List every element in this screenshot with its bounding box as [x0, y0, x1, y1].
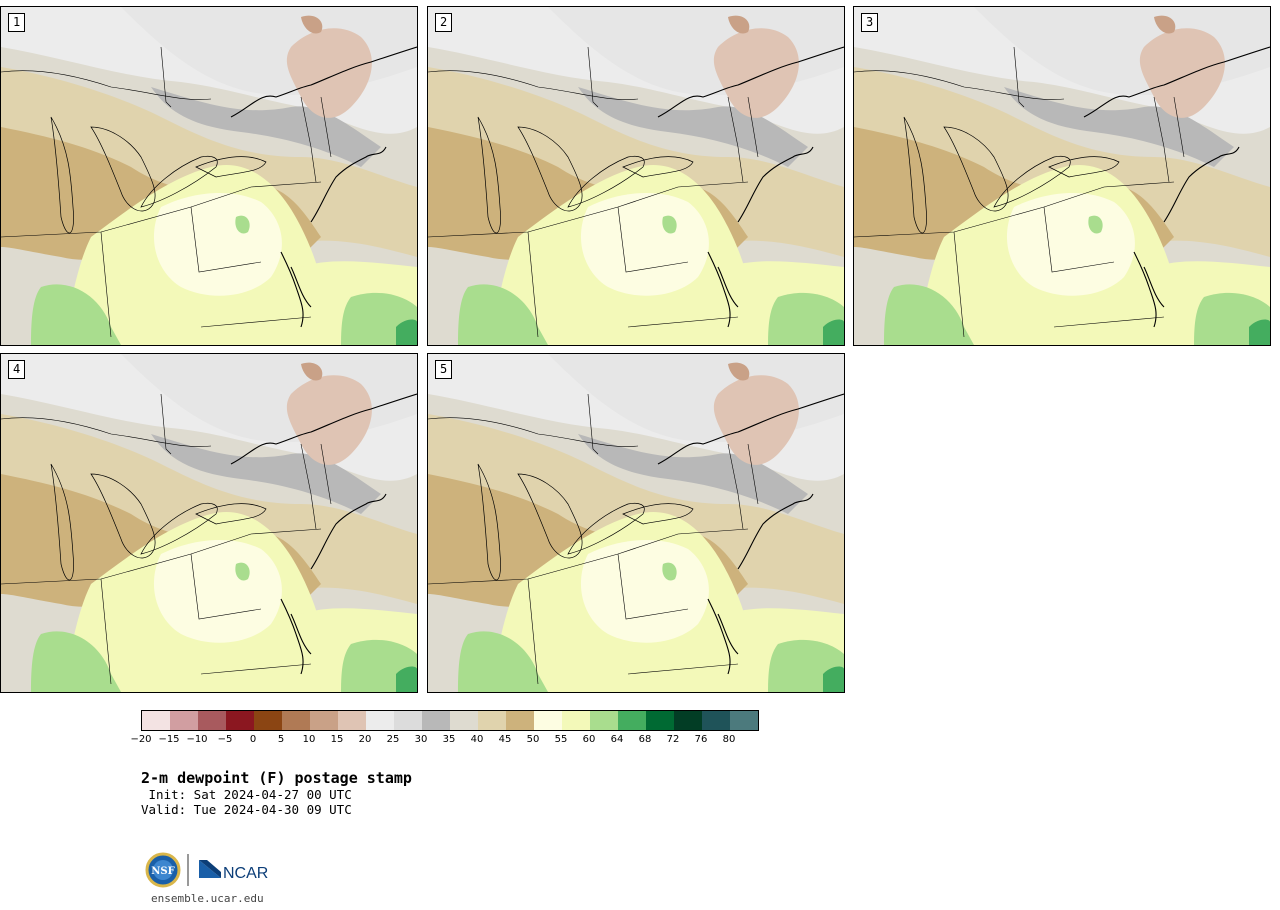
colorbar-tick: −20 [130, 734, 152, 745]
site-url: ensemble.ucar.edu [151, 892, 264, 905]
map-panel-5: 5 [427, 353, 845, 693]
colorbar-swatch [142, 711, 170, 730]
map-panel-1: 1 [0, 6, 418, 346]
figure-title: 2-m dewpoint (F) postage stamp [141, 769, 412, 787]
colorbar-swatch [226, 711, 254, 730]
colorbar-tick: 45 [498, 734, 512, 745]
map-panel-4: 4 [0, 353, 418, 693]
nsf-ncar-logo: NSF NCAR [145, 852, 268, 888]
panel-number: 1 [8, 13, 26, 32]
colorbar-swatch [394, 711, 422, 730]
colorbar-tick: 30 [414, 734, 428, 745]
colorbar-tick: 64 [610, 734, 624, 745]
colorbar-swatch [170, 711, 198, 730]
colorbar-swatch [702, 711, 730, 730]
panel-number: 3 [861, 13, 879, 32]
colorbar-swatch [338, 711, 366, 730]
colorbar-swatch [562, 711, 590, 730]
colorbar-tick: 60 [582, 734, 596, 745]
dewpoint-map-4 [1, 354, 417, 692]
dewpoint-map-5 [428, 354, 844, 692]
nsf-logo-text: NSF [151, 866, 174, 877]
map-panel-3: 3 [853, 6, 1271, 346]
colorbar-tick: 68 [638, 734, 652, 745]
dewpoint-map-3 [854, 7, 1270, 345]
colorbar-tick: 0 [249, 734, 257, 745]
colorbar-swatch [422, 711, 450, 730]
colorbar-tick: 15 [330, 734, 344, 745]
colorbar-tick: 25 [386, 734, 400, 745]
colorbar-swatch [310, 711, 338, 730]
dewpoint-colorbar [141, 710, 759, 731]
panel-number: 4 [8, 360, 26, 379]
colorbar-swatch [674, 711, 702, 730]
panel-number: 5 [435, 360, 453, 379]
colorbar-tick: 10 [302, 734, 316, 745]
colorbar-swatch [450, 711, 478, 730]
ncar-logo-text: NCAR [223, 865, 268, 882]
valid-time: Valid: Tue 2024-04-30 09 UTC [141, 802, 352, 817]
colorbar-swatch [534, 711, 562, 730]
colorbar-tick: 20 [358, 734, 372, 745]
dewpoint-map-2 [428, 7, 844, 345]
map-panel-2: 2 [427, 6, 845, 346]
init-time: Init: Sat 2024-04-27 00 UTC [141, 787, 352, 802]
dewpoint-map-1 [1, 7, 417, 345]
colorbar-tick: 40 [470, 734, 484, 745]
colorbar-tick: −15 [158, 734, 180, 745]
colorbar-tick: 55 [554, 734, 568, 745]
sponsor-logos: NSF NCAR [145, 850, 275, 894]
colorbar-tick: 80 [722, 734, 736, 745]
colorbar-tick-labels: −20 −15 −10 −5 0 5 10 15 20 25 30 35 40 45 50 55 60 64 68 7… [130, 734, 761, 748]
colorbar-swatch [198, 711, 226, 730]
colorbar-tick: 35 [442, 734, 456, 745]
colorbar-swatch [254, 711, 282, 730]
colorbar-swatch [590, 711, 618, 730]
colorbar-tick: 50 [526, 734, 540, 745]
colorbar-swatch [366, 711, 394, 730]
colorbar-swatch [282, 711, 310, 730]
colorbar-tick: 76 [694, 734, 708, 745]
colorbar-swatch [478, 711, 506, 730]
colorbar-tick: 72 [666, 734, 680, 745]
colorbar-swatch [618, 711, 646, 730]
colorbar-swatch [646, 711, 674, 730]
colorbar-tick: −5 [217, 734, 233, 745]
panel-number: 2 [435, 13, 453, 32]
colorbar-swatch [730, 711, 758, 730]
colorbar-swatch [506, 711, 534, 730]
colorbar-tick: 5 [277, 734, 285, 745]
colorbar-tick: −10 [186, 734, 208, 745]
